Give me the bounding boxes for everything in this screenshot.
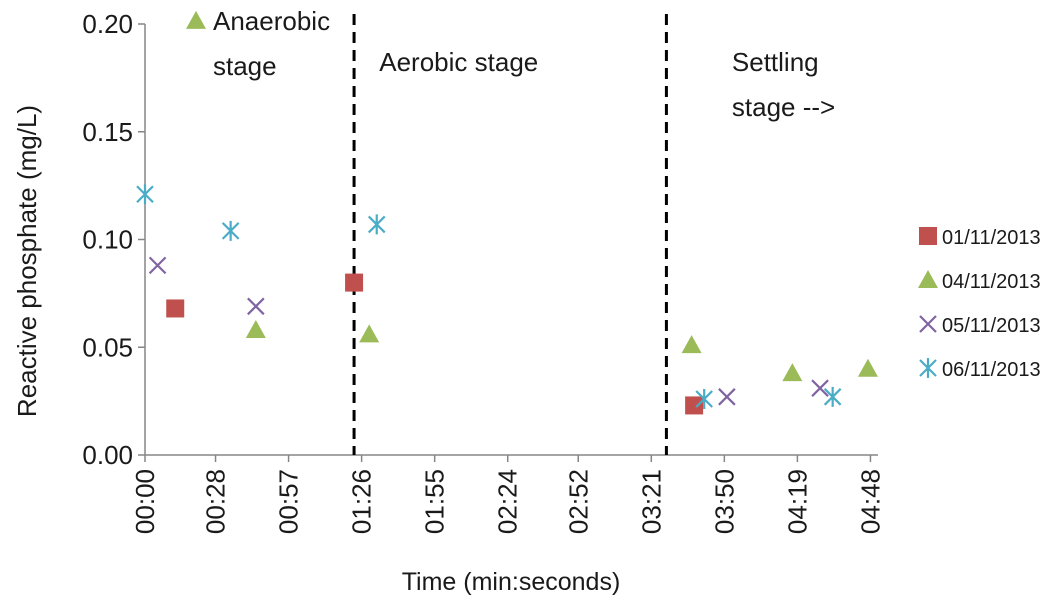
data-point [695,388,713,409]
x-tick-label: 04:19 [782,469,812,534]
y-tick-label: 0.10 [82,225,133,255]
data-point [681,335,702,354]
legend-label: 01/11/2013 [942,227,1041,249]
legend-label: 06/11/2013 [942,359,1041,381]
annotation-text: stage [213,51,277,81]
data-point [245,320,266,339]
stage-dividers [352,14,668,455]
data-points [136,184,878,415]
x-axis-title: Time (min:seconds) [402,568,621,596]
legend-marker [919,315,937,333]
legend-item: 04/11/2013 [918,270,1041,293]
annotation-triangle-marker [186,10,207,29]
legend-item: 05/11/2013 [919,315,1041,337]
x-tick-label: 00:28 [201,469,231,534]
legend-label: 05/11/2013 [942,315,1041,337]
y-tick-label: 0.00 [82,440,133,470]
data-point [136,184,154,205]
series-06-11-2013 [136,184,842,409]
data-point [166,299,185,318]
annotation-text: Anaerobic [213,6,330,36]
legend-marker [919,227,937,245]
y-axis-title: Reactive phosphate (mg/L) [12,105,42,417]
legend-label: 04/11/2013 [942,271,1041,293]
data-point [782,363,803,382]
x-tick-label: 02:24 [493,469,523,534]
y-tick-label: 0.20 [82,9,133,39]
data-point [685,396,704,415]
series-04-11-2013 [245,320,878,382]
annotation-text: stage --> [732,92,835,122]
legend-item: 06/11/2013 [919,358,1041,381]
data-point [367,214,386,235]
data-point [811,379,829,397]
annotation-text: Aerobic stage [379,47,538,77]
x-tick-label: 03:21 [636,469,666,534]
x-tick-label: 04:48 [855,469,885,534]
data-point [857,358,878,377]
data-point [345,273,364,292]
axes: 0.00 0.05 0.10 0.15 0.20 00:00 00:28 00:57 01:26… [82,9,885,534]
x-tick-label: 01:26 [347,469,377,534]
legend: 01/11/2013 04/11/2013 05/11/2013 06/11/2013 [918,227,1041,381]
data-point [247,297,265,316]
x-tick-label: 02:52 [563,469,593,534]
data-point [718,388,736,406]
stage-annotation: Settling stage --> [732,47,835,122]
stage-annotations: Anaerobic stage Aerobic stage Settling stage… [186,6,835,122]
series-05-11-2013 [148,256,829,406]
data-point [221,220,240,241]
y-tick-label: 0.15 [82,117,133,147]
stage-annotation: Anaerobic stage [186,6,330,81]
x-tick-label: 01:55 [420,469,450,534]
x-tick-label: 00:57 [274,469,304,534]
legend-marker [918,270,938,288]
x-tick-label: 03:50 [709,469,739,534]
data-point [823,386,842,407]
x-tick-label: 00:00 [130,469,160,534]
legend-item: 01/11/2013 [919,227,1041,249]
series-01-11-2013 [166,273,704,415]
data-point [148,256,167,275]
stage-annotation: Aerobic stage [379,47,538,77]
legend-marker [919,358,937,378]
y-tick-label: 0.05 [82,332,133,362]
data-point [359,324,380,343]
annotation-text: Settling [732,47,819,77]
